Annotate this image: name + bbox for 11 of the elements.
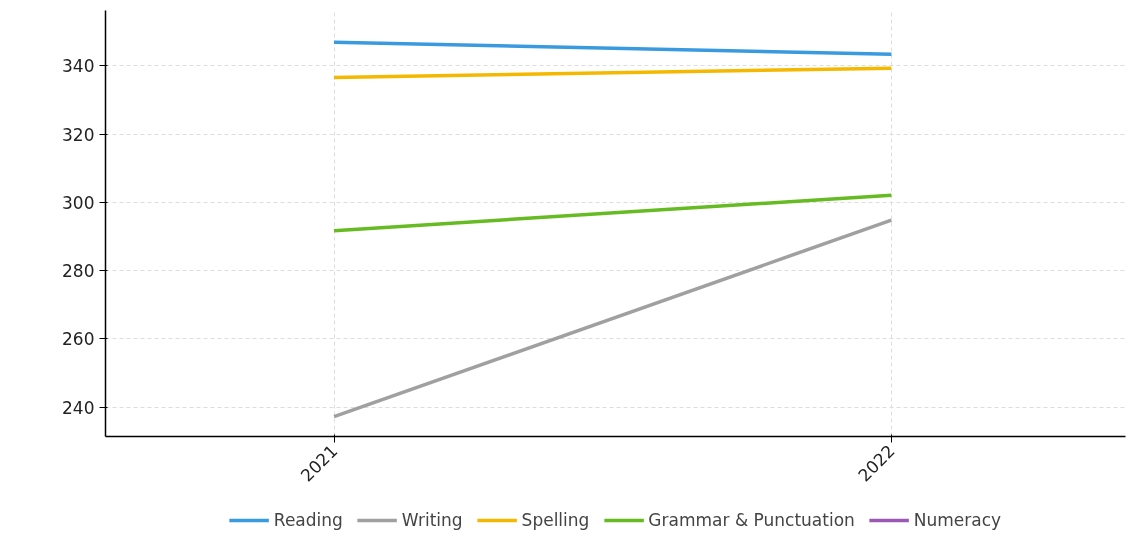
legend-label: Writing [401,510,463,530]
legend-label: Reading [273,510,343,530]
y-tick-label: 240 [62,397,95,418]
y-tick-label: 300 [62,192,95,213]
y-tick-label: 260 [62,329,95,350]
legend-label: Grammar & Punctuation [648,510,855,530]
y-tick-label: 340 [62,56,95,77]
legend-label: Spelling [521,510,590,530]
y-tick-label: 280 [62,261,95,282]
legend-label: Numeracy [913,510,1002,530]
y-tick-label: 320 [62,124,95,145]
